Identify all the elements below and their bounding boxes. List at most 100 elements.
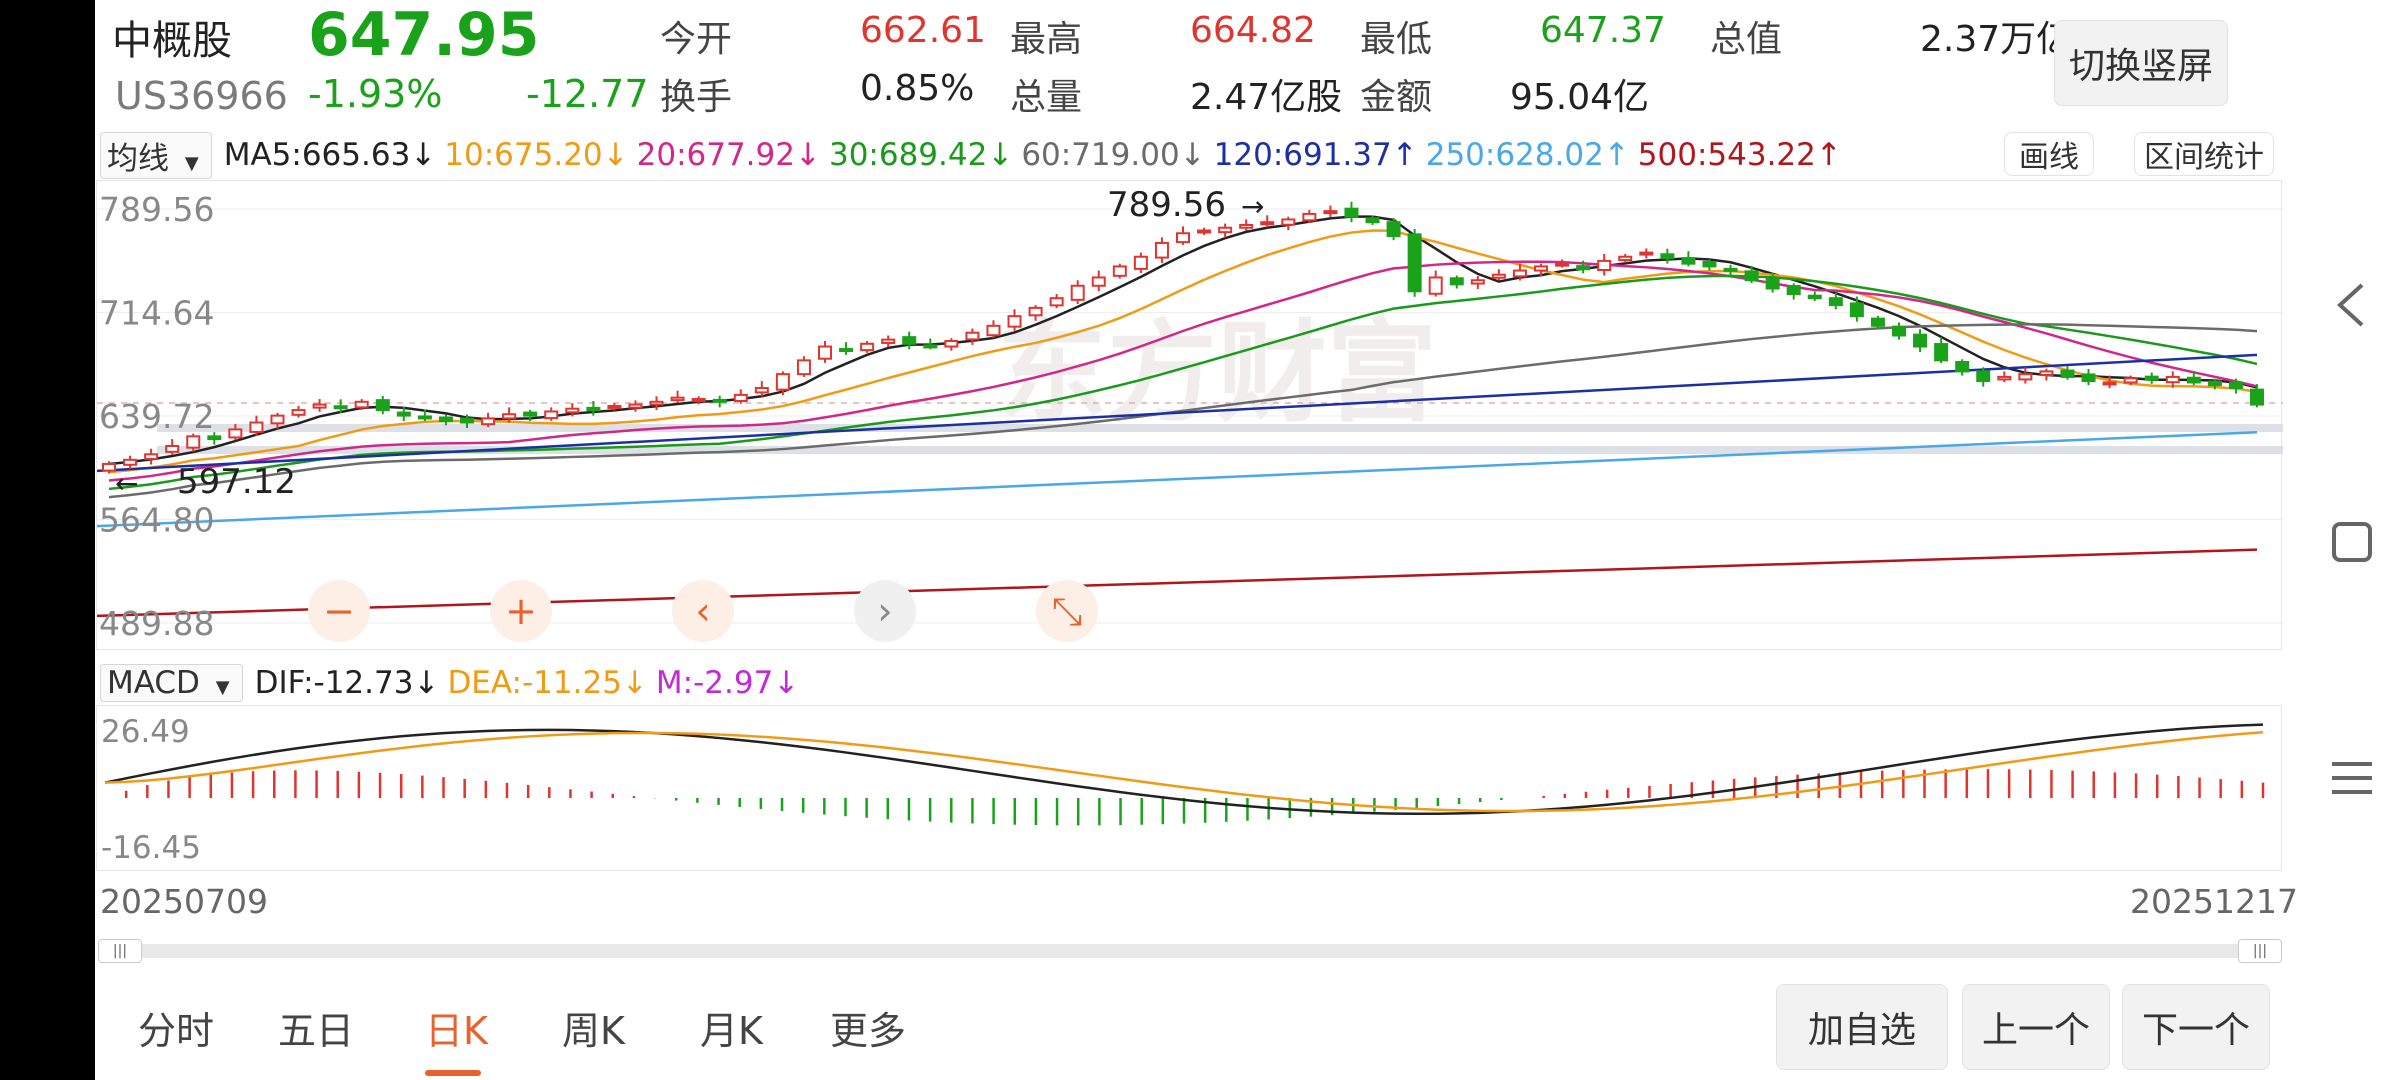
candle xyxy=(1028,306,1043,317)
tab-4[interactable]: 月K xyxy=(700,1009,763,1053)
candle xyxy=(1744,270,1759,282)
candle xyxy=(186,435,201,449)
candle xyxy=(1870,317,1885,327)
macd-selector[interactable]: MACD ▼ xyxy=(100,664,243,702)
candle xyxy=(839,348,854,353)
scroll-handle-left[interactable]: ||| xyxy=(98,939,142,963)
switch-portrait-button[interactable]: 切换竖屏 xyxy=(2054,20,2228,106)
candle xyxy=(733,393,748,402)
ma-line xyxy=(108,260,2258,482)
candle xyxy=(396,411,411,417)
candle xyxy=(881,338,896,344)
candle xyxy=(649,400,664,406)
field-value: 2.37万亿 xyxy=(1920,19,2073,60)
candle xyxy=(1828,297,1843,307)
candle xyxy=(796,359,811,376)
zoom-out-icon: − xyxy=(323,589,355,633)
candle xyxy=(1428,276,1443,295)
field-label: 总量 xyxy=(1010,77,1083,118)
draw-line-button[interactable]: 画线 xyxy=(2004,132,2094,176)
macd-values: DIF:-12.73↓ DEA:-11.25↓ M:-2.97↓ xyxy=(255,665,808,701)
nav-back-button[interactable] xyxy=(2322,275,2382,335)
candle xyxy=(1660,253,1675,260)
candle xyxy=(1386,221,1401,238)
range-stats-label: 区间统计 xyxy=(2144,140,2264,175)
candle xyxy=(1176,232,1190,244)
tab-2[interactable]: 日K xyxy=(425,1009,488,1053)
start-date: 20250709 xyxy=(100,882,268,921)
candle xyxy=(1534,265,1548,272)
candle xyxy=(754,386,769,394)
kline-chart-svg[interactable]: 东方财富 789.56 714.64 639.72 564.80 489.88 789.… xyxy=(96,181,2283,651)
ma-line xyxy=(96,353,2258,473)
candle xyxy=(1681,257,1696,265)
tab-5[interactable]: 更多 xyxy=(830,1009,907,1053)
zoom-in-icon: + xyxy=(505,589,537,633)
candle xyxy=(1807,294,1822,300)
candle xyxy=(1197,229,1212,234)
range-stats-button[interactable]: 区间统计 xyxy=(2134,132,2274,176)
candle xyxy=(1049,297,1064,307)
candle xyxy=(438,416,453,423)
y-tick-label: 564.80 xyxy=(99,501,214,540)
candle xyxy=(2207,380,2222,387)
candle xyxy=(123,458,138,466)
candle xyxy=(586,406,601,412)
nav-home-button[interactable] xyxy=(2322,512,2382,572)
indicator-value: 10:675.20↓ xyxy=(444,137,629,173)
pan-left-button[interactable]: ‹ xyxy=(672,580,734,642)
zoom-out-button[interactable]: − xyxy=(308,580,370,642)
candle xyxy=(502,413,517,420)
candle xyxy=(628,403,643,409)
scroll-handle-right[interactable]: ||| xyxy=(2238,939,2282,963)
macd-chart[interactable]: 26.49 -16.45 xyxy=(96,705,2282,871)
dropdown-arrow-icon: ▼ xyxy=(184,152,199,174)
candle xyxy=(417,415,432,420)
add-watchlist-button[interactable]: 加自选 xyxy=(1776,984,1948,1070)
candle xyxy=(1597,259,1612,272)
candle xyxy=(333,405,348,410)
tab-0[interactable]: 分时 xyxy=(138,1009,215,1053)
price-band-1 xyxy=(157,424,2283,432)
macd-chart-svg[interactable]: 26.49 -16.45 xyxy=(97,706,2283,872)
reset-button[interactable]: ⤡ xyxy=(1036,580,1098,642)
add-watchlist-label: 加自选 xyxy=(1807,1010,1916,1051)
candle xyxy=(1618,255,1633,262)
candle xyxy=(2165,375,2180,384)
candle xyxy=(1407,233,1422,293)
candle xyxy=(818,345,832,360)
field-label: 总值 xyxy=(1710,19,1783,60)
tab-1[interactable]: 五日 xyxy=(278,1009,355,1053)
candle xyxy=(2250,388,2264,406)
field-label: 最低 xyxy=(1360,19,1433,60)
candle xyxy=(712,398,727,403)
y-tick-label: 639.72 xyxy=(99,397,214,436)
max-price-label: 789.56 xyxy=(1107,185,1226,225)
candle xyxy=(902,336,917,345)
indicator-value: 500:543.22↑ xyxy=(1637,137,1842,173)
active-tab-underline xyxy=(425,1070,481,1076)
prev-stock-button[interactable]: 上一个 xyxy=(1962,984,2110,1070)
nav-recents-button[interactable] xyxy=(2322,748,2382,808)
zoom-in-button[interactable]: + xyxy=(490,580,552,642)
dif-line xyxy=(104,723,2264,816)
ma-selector[interactable]: 均线 ▼ xyxy=(100,131,212,179)
candle xyxy=(1260,221,1275,226)
field-label: 最高 xyxy=(1010,19,1083,60)
candle xyxy=(670,396,685,402)
system-nav-bar xyxy=(2305,0,2400,1080)
home-square-icon xyxy=(2332,522,2372,562)
tab-3[interactable]: 周K xyxy=(562,1009,625,1053)
ma-values: MA5:665.63↓ 10:675.20↓ 20:677.92↓ 30:689.42… xyxy=(224,137,1850,173)
pan-right-button[interactable]: › xyxy=(854,580,916,642)
candle xyxy=(1344,207,1359,218)
prev-stock-label: 上一个 xyxy=(1981,1010,2090,1051)
candle xyxy=(460,417,474,424)
range-scrollbar[interactable]: ||| ||| xyxy=(98,939,2282,963)
candle xyxy=(860,342,875,352)
candle xyxy=(249,421,264,433)
dea-line xyxy=(104,730,2264,813)
kline-chart[interactable]: 东方财富 789.56 714.64 639.72 564.80 489.88 789.… xyxy=(96,180,2283,651)
candle xyxy=(691,398,706,403)
next-stock-button[interactable]: 下一个 xyxy=(2122,984,2270,1070)
